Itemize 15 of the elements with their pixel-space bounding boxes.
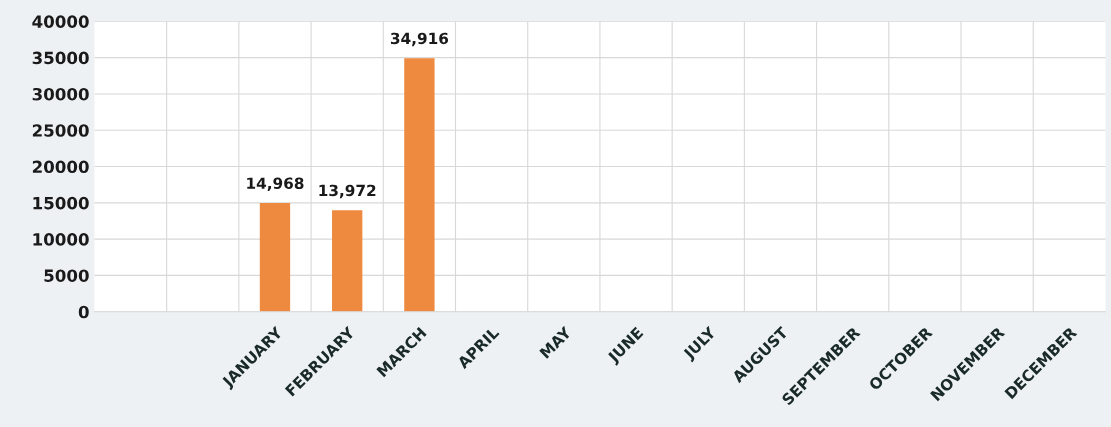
bar bbox=[259, 203, 291, 312]
data-label: 14,968 bbox=[247, 177, 304, 191]
y-tick-label: 5000 bbox=[44, 269, 89, 282]
y-tick-label: 40000 bbox=[32, 15, 89, 28]
bar bbox=[332, 210, 363, 312]
y-tick-label: 30000 bbox=[32, 87, 89, 101]
data-label: 13,972 bbox=[319, 184, 376, 199]
data-label: 34,916 bbox=[390, 32, 449, 47]
y-tick-label: 35000 bbox=[32, 51, 89, 65]
y-tick-label: 10000 bbox=[33, 233, 89, 246]
y-tick-label: 25000 bbox=[32, 124, 89, 137]
bar bbox=[404, 58, 435, 312]
y-tick-label: 20000 bbox=[32, 160, 89, 174]
y-tick-label: 0 bbox=[78, 305, 89, 319]
y-tick-label: 15000 bbox=[33, 196, 89, 210]
